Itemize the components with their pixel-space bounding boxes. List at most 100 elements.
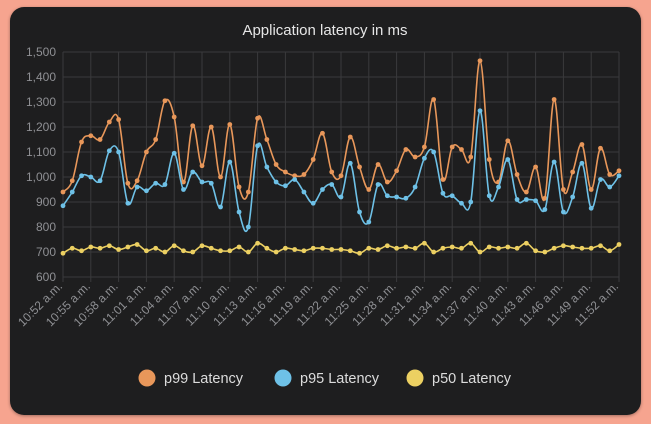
data-point[interactable]	[477, 108, 483, 114]
data-point[interactable]	[347, 160, 353, 166]
data-point[interactable]	[181, 187, 186, 192]
data-point[interactable]	[431, 149, 437, 155]
data-point[interactable]	[208, 180, 214, 186]
data-point[interactable]	[218, 174, 223, 180]
data-point[interactable]	[551, 159, 557, 165]
data-point[interactable]	[227, 248, 233, 254]
data-point[interactable]	[273, 249, 279, 255]
data-point[interactable]	[144, 248, 149, 254]
data-point[interactable]	[338, 194, 344, 200]
data-point[interactable]	[273, 179, 279, 185]
data-point[interactable]	[245, 224, 251, 230]
data-point[interactable]	[208, 245, 214, 251]
data-point[interactable]	[97, 137, 103, 142]
data-point[interactable]	[486, 193, 492, 199]
data-point[interactable]	[542, 249, 548, 255]
data-point[interactable]	[134, 184, 140, 190]
data-point[interactable]	[375, 182, 381, 187]
data-point[interactable]	[449, 193, 455, 199]
data-point[interactable]	[199, 179, 205, 185]
data-point[interactable]	[60, 250, 66, 256]
data-point[interactable]	[588, 245, 594, 251]
data-point[interactable]	[97, 178, 103, 184]
data-point[interactable]	[440, 245, 446, 251]
data-point[interactable]	[616, 173, 622, 179]
data-point[interactable]	[422, 155, 427, 161]
data-point[interactable]	[245, 189, 251, 195]
data-point[interactable]	[486, 157, 492, 162]
data-point[interactable]	[301, 189, 307, 195]
legend-item[interactable]: p99 Latency	[138, 369, 244, 388]
data-point[interactable]	[570, 194, 576, 200]
data-point[interactable]	[106, 243, 112, 249]
data-point[interactable]	[310, 157, 316, 162]
data-point[interactable]	[431, 249, 437, 255]
legend-item[interactable]: p50 Latency	[406, 369, 512, 388]
data-point[interactable]	[273, 162, 279, 167]
data-point[interactable]	[116, 247, 121, 252]
data-point[interactable]	[329, 247, 335, 252]
data-point[interactable]	[440, 177, 446, 182]
data-point[interactable]	[542, 195, 548, 201]
data-point[interactable]	[598, 177, 603, 182]
data-point[interactable]	[505, 244, 511, 250]
data-point[interactable]	[264, 137, 270, 142]
data-point[interactable]	[144, 149, 149, 155]
data-point[interactable]	[245, 249, 251, 255]
data-point[interactable]	[394, 168, 399, 174]
data-point[interactable]	[607, 248, 613, 254]
data-point[interactable]	[403, 195, 409, 201]
data-point[interactable]	[310, 200, 316, 206]
data-point[interactable]	[579, 160, 585, 166]
data-point[interactable]	[264, 245, 270, 251]
data-point[interactable]	[79, 248, 84, 254]
data-point[interactable]	[551, 245, 557, 251]
data-point[interactable]	[329, 169, 335, 175]
data-point[interactable]	[468, 154, 474, 160]
data-point[interactable]	[134, 242, 140, 247]
data-point[interactable]	[570, 244, 576, 250]
data-point[interactable]	[97, 245, 103, 251]
data-point[interactable]	[394, 245, 399, 251]
data-point[interactable]	[310, 245, 316, 251]
data-point[interactable]	[69, 178, 75, 184]
data-point[interactable]	[449, 144, 455, 150]
data-point[interactable]	[357, 250, 362, 256]
data-point[interactable]	[264, 164, 270, 170]
data-point[interactable]	[199, 243, 205, 249]
data-point[interactable]	[199, 163, 205, 169]
data-point[interactable]	[106, 148, 112, 154]
data-point[interactable]	[255, 240, 260, 246]
data-point[interactable]	[144, 188, 149, 194]
data-point[interactable]	[412, 184, 418, 190]
data-point[interactable]	[162, 98, 168, 104]
data-point[interactable]	[190, 169, 196, 175]
data-point[interactable]	[384, 243, 390, 249]
data-point[interactable]	[255, 143, 260, 149]
data-point[interactable]	[134, 178, 140, 184]
data-point[interactable]	[181, 179, 186, 185]
data-point[interactable]	[227, 122, 233, 127]
data-point[interactable]	[125, 200, 131, 206]
data-point[interactable]	[486, 244, 492, 250]
data-point[interactable]	[412, 245, 418, 251]
data-point[interactable]	[88, 174, 94, 180]
data-point[interactable]	[69, 245, 75, 251]
data-point[interactable]	[116, 149, 121, 155]
data-point[interactable]	[403, 147, 409, 152]
data-point[interactable]	[106, 119, 112, 125]
data-point[interactable]	[153, 245, 159, 251]
data-point[interactable]	[218, 204, 223, 210]
data-point[interactable]	[329, 182, 335, 187]
data-point[interactable]	[523, 197, 529, 202]
data-point[interactable]	[412, 154, 418, 160]
data-point[interactable]	[218, 248, 223, 254]
data-point[interactable]	[459, 147, 464, 152]
data-point[interactable]	[431, 97, 437, 102]
data-point[interactable]	[236, 244, 242, 250]
data-point[interactable]	[403, 244, 409, 250]
data-point[interactable]	[384, 193, 390, 199]
data-point[interactable]	[375, 247, 381, 252]
data-point[interactable]	[422, 240, 427, 246]
data-point[interactable]	[69, 189, 75, 195]
